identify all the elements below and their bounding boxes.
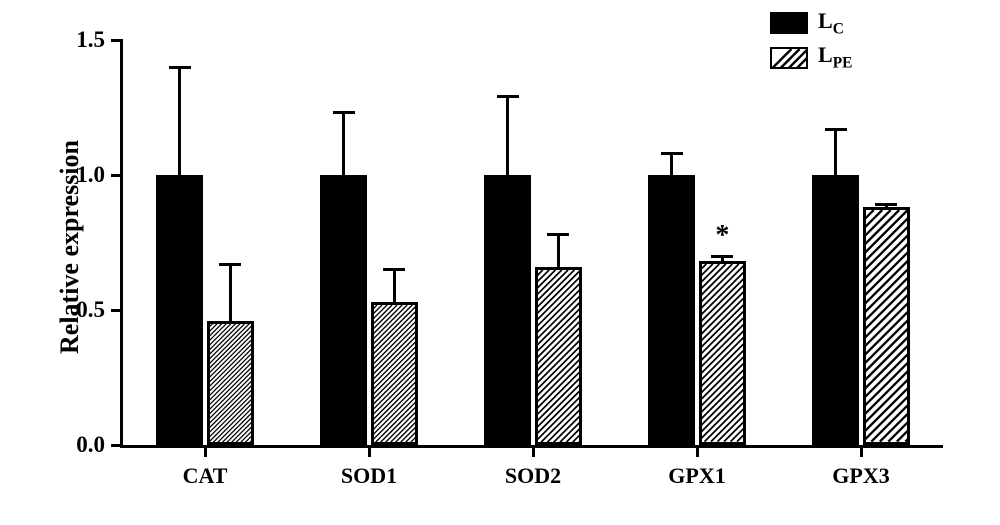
x-tick-label: SOD2	[505, 463, 561, 489]
x-tick-label: CAT	[183, 463, 228, 489]
bar-Lc	[156, 175, 204, 445]
legend: LC LPE	[770, 8, 852, 77]
y-tick	[111, 309, 123, 312]
x-tick	[860, 445, 863, 457]
error-cap	[825, 128, 847, 131]
y-tick	[111, 174, 123, 177]
significance-marker: *	[715, 220, 729, 252]
x-tick-label: SOD1	[341, 463, 397, 489]
error-bar	[229, 264, 232, 321]
error-cap	[875, 203, 897, 206]
y-tick-label: 1.0	[76, 162, 105, 188]
legend-item: LPE	[770, 42, 852, 72]
legend-label: LC	[818, 8, 844, 38]
error-bar	[178, 67, 181, 175]
bar-Lpe	[699, 261, 747, 445]
y-tick-label: 1.5	[76, 27, 105, 53]
error-bar	[670, 153, 673, 175]
legend-swatch	[770, 47, 808, 69]
bar-Lc	[812, 175, 860, 445]
error-bar	[506, 97, 509, 175]
bar-Lpe	[207, 321, 255, 445]
error-cap	[497, 95, 519, 98]
y-axis-label: Relative expression	[55, 117, 85, 377]
error-bar	[342, 113, 345, 175]
legend-item: LC	[770, 8, 852, 38]
x-tick	[368, 445, 371, 457]
y-tick	[111, 444, 123, 447]
error-bar	[393, 270, 396, 302]
error-cap	[383, 268, 405, 271]
chart-container: Relative expression 0.00.51.01.5CATSOD1S…	[0, 0, 1000, 525]
x-tick	[532, 445, 535, 457]
x-tick-label: GPX1	[668, 463, 725, 489]
error-cap	[169, 66, 191, 69]
y-tick	[111, 39, 123, 42]
bar-Lc	[648, 175, 696, 445]
y-tick-label: 0.0	[76, 432, 105, 458]
error-bar	[834, 129, 837, 175]
error-cap	[219, 263, 241, 266]
y-tick-label: 0.5	[76, 297, 105, 323]
bar-Lpe	[371, 302, 419, 445]
legend-swatch	[770, 12, 808, 34]
plot-area: 0.00.51.01.5CATSOD1SOD2GPX1*GPX3	[120, 40, 943, 448]
bar-Lc	[320, 175, 368, 445]
error-cap	[547, 233, 569, 236]
bar-Lpe	[863, 207, 911, 445]
x-tick-label: GPX3	[832, 463, 889, 489]
legend-label: LPE	[818, 42, 852, 72]
x-tick	[696, 445, 699, 457]
bar-Lc	[484, 175, 532, 445]
bar-Lpe	[535, 267, 583, 445]
error-bar	[557, 234, 560, 266]
x-tick	[204, 445, 207, 457]
error-cap	[661, 152, 683, 155]
error-cap	[333, 111, 355, 114]
error-cap	[711, 255, 733, 258]
